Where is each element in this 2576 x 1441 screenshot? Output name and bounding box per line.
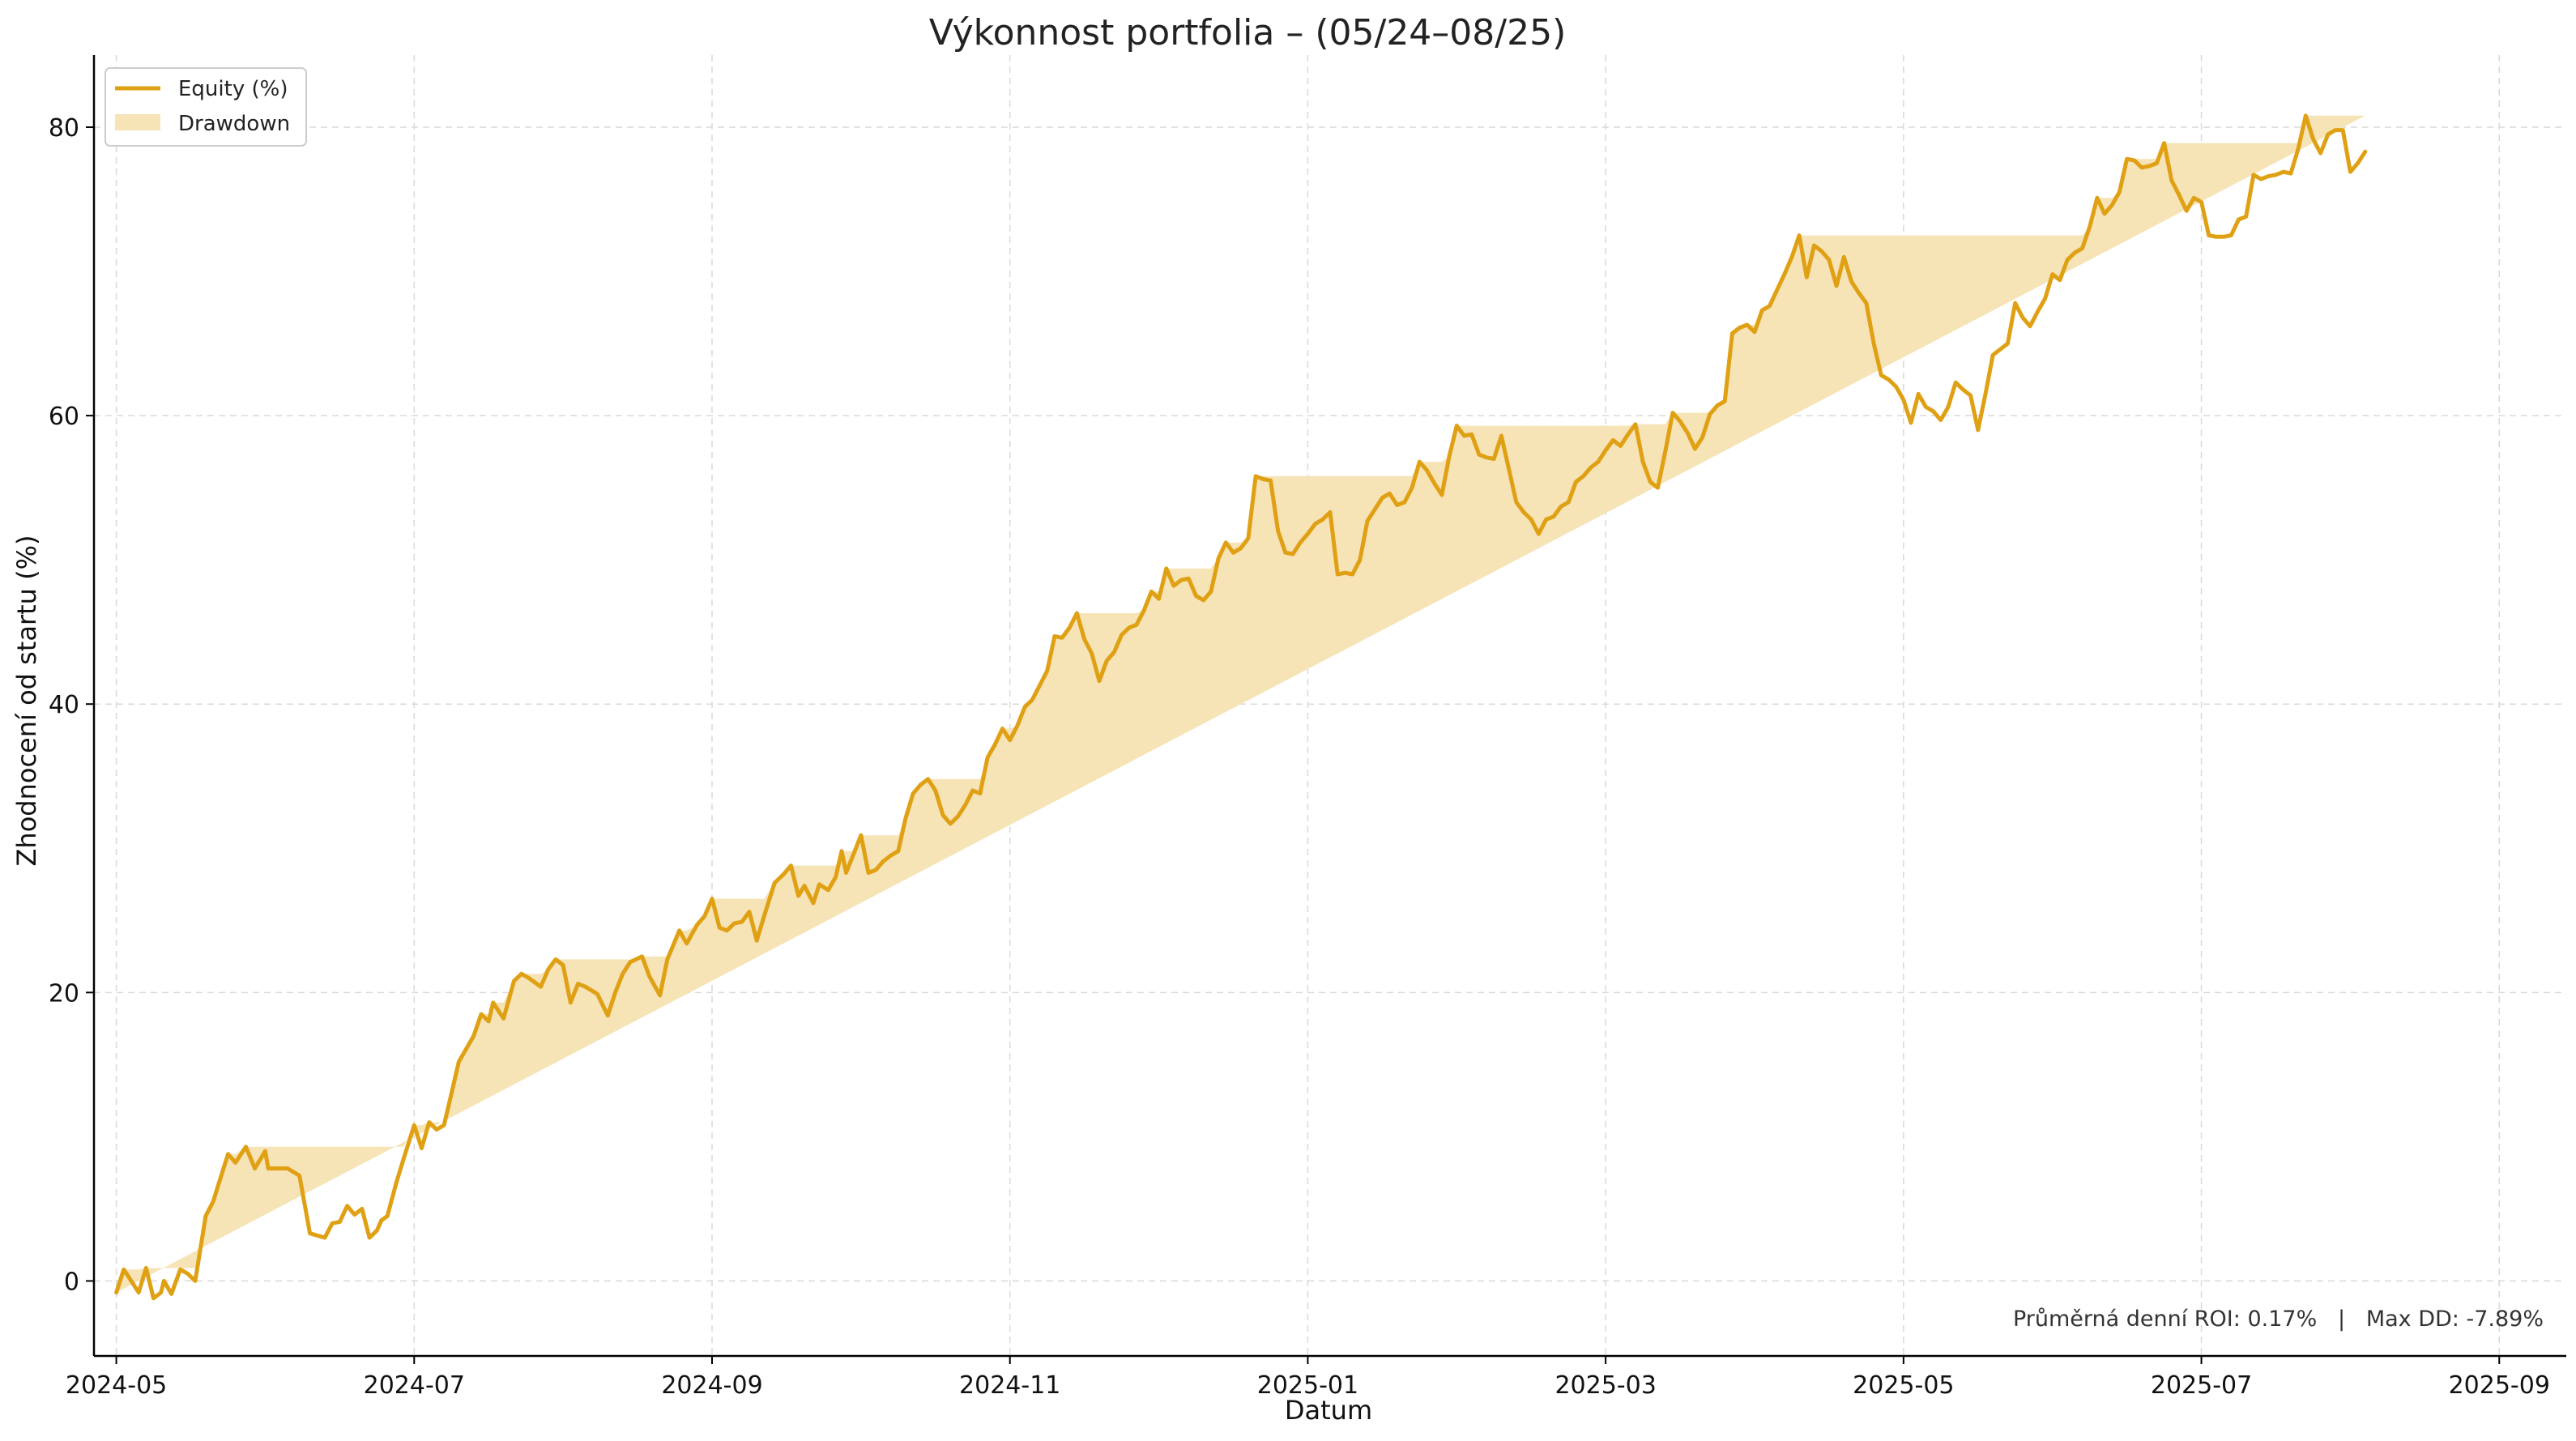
y-axis-label: Zhodnocení od startu (%) <box>11 535 42 867</box>
stats-annotation: Průměrná denní ROI: 0.17% | Max DD: -7.8… <box>2013 1307 2544 1332</box>
y-tick-label: 20 <box>49 979 79 1008</box>
y-tick-label: 40 <box>49 691 79 719</box>
x-tick-label: 2025-07 <box>2151 1371 2252 1400</box>
equity-line <box>114 113 2368 1301</box>
legend: Equity (%) Drawdown <box>104 67 307 147</box>
y-tick-label: 60 <box>49 403 79 431</box>
x-tick-label: 2025-01 <box>1257 1371 1358 1400</box>
x-tick-label: 2024-07 <box>364 1371 465 1400</box>
x-axis-ticks: 2024-05 2024-07 2024-09 2024-11 2025-01 2025-… <box>66 1356 2550 1400</box>
x-tick-label: 2025-09 <box>2449 1371 2550 1400</box>
x-axis-label: Datum <box>1285 1395 1372 1426</box>
equity-line-group <box>114 113 2368 1301</box>
y-tick-label: 80 <box>49 114 79 143</box>
legend-equity-label: Equity (%) <box>178 77 288 101</box>
drawdown-area <box>116 115 2365 1293</box>
drawdown-fill <box>116 115 2365 1293</box>
y-tick-label: 0 <box>64 1268 79 1296</box>
axes <box>92 55 2566 1358</box>
x-tick-label: 2024-11 <box>959 1371 1060 1400</box>
x-tick-label: 2024-09 <box>661 1371 762 1400</box>
x-tick-label: 2025-05 <box>1853 1371 1954 1400</box>
legend-drawdown-swatch <box>115 114 160 130</box>
x-tick-label: 2024-05 <box>66 1371 167 1400</box>
grid <box>94 55 2566 1356</box>
chart-title: Výkonnost portfolia – (05/24–08/25) <box>929 12 1567 53</box>
y-axis-ticks: 0 20 40 60 80 <box>49 114 94 1296</box>
x-tick-label: 2025-03 <box>1555 1371 1656 1400</box>
legend-drawdown-label: Drawdown <box>178 112 290 136</box>
